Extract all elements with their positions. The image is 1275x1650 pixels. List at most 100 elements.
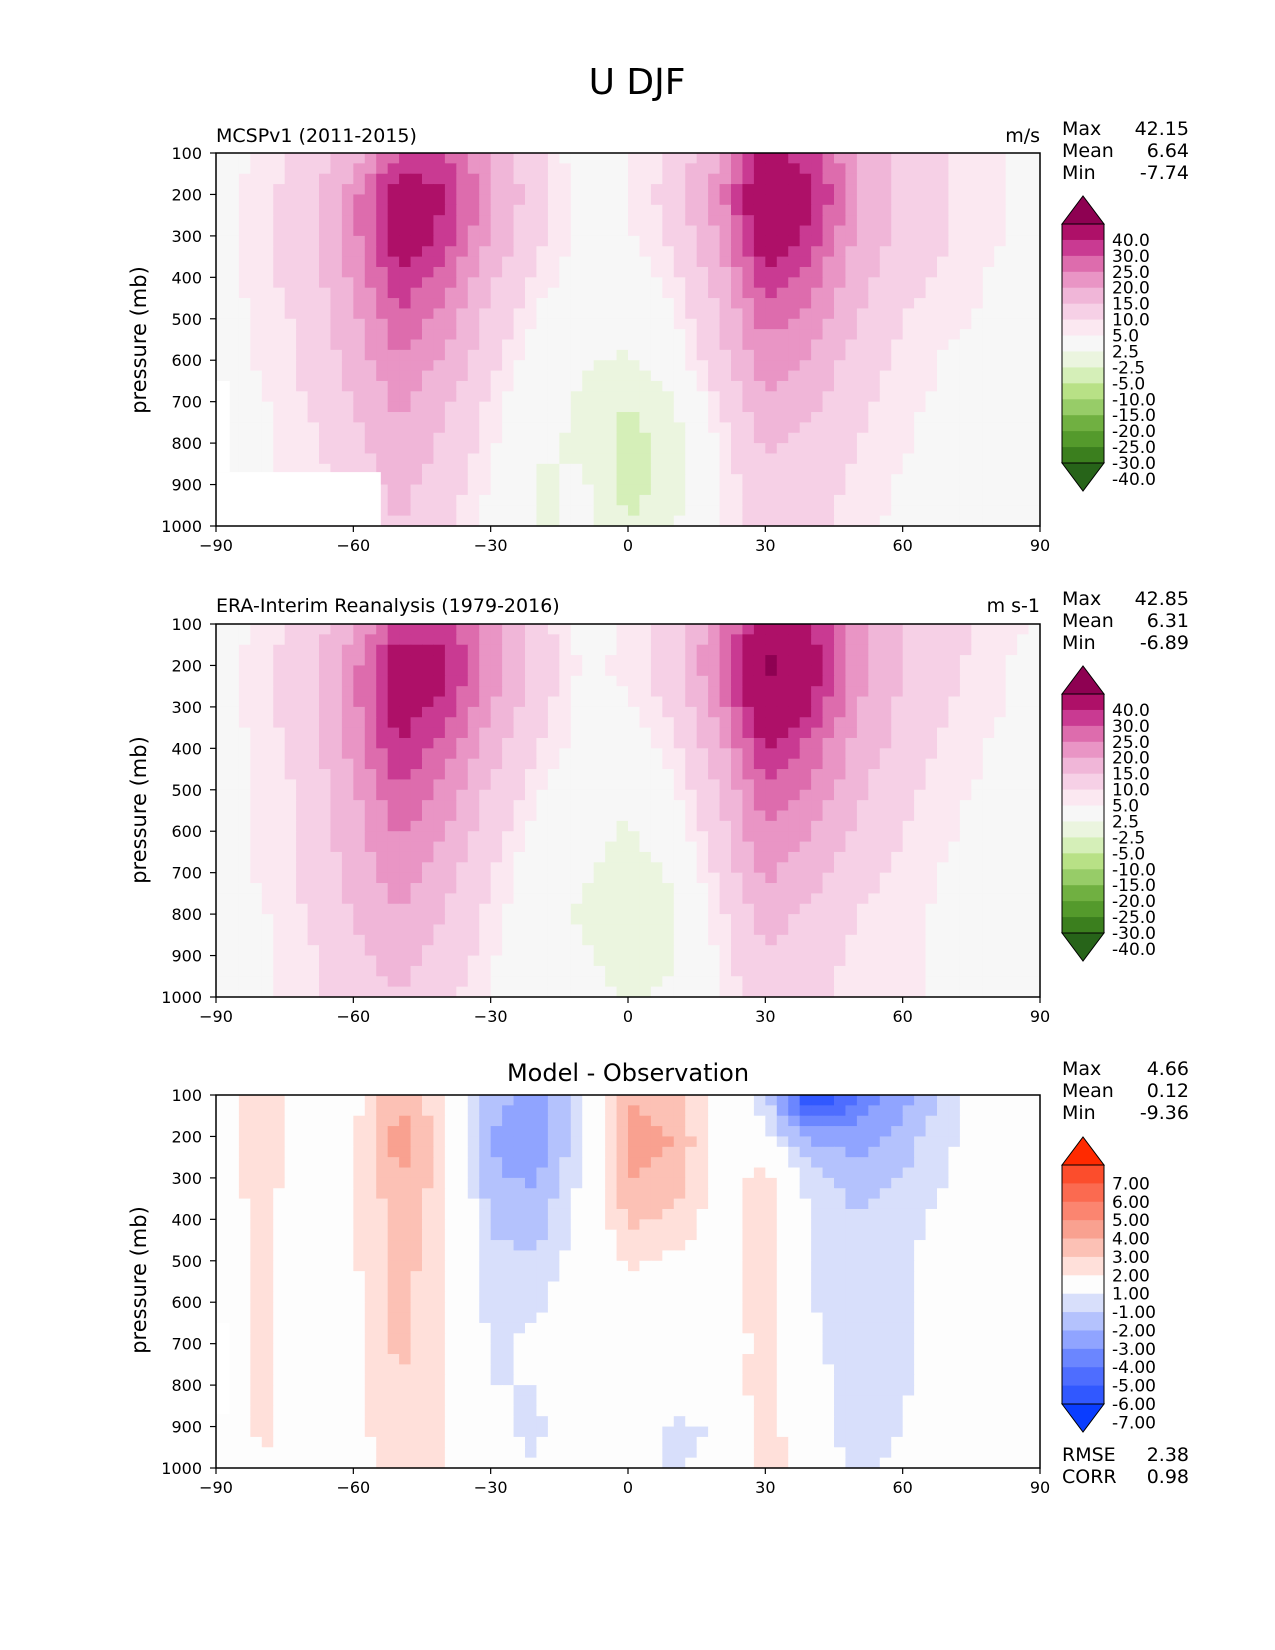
field-cell	[238, 360, 251, 372]
field-cell	[570, 474, 583, 486]
field-cell	[593, 841, 606, 853]
field-cell	[822, 432, 835, 444]
field-cell	[628, 883, 641, 894]
field-cell	[879, 696, 892, 708]
field-cell	[273, 883, 286, 894]
field-cell	[250, 204, 263, 216]
field-cell	[925, 225, 938, 237]
field-cell	[982, 748, 995, 760]
field-cell	[776, 841, 789, 853]
field-cell	[387, 204, 400, 216]
field-cell	[753, 934, 766, 946]
field-cell	[696, 298, 709, 310]
field-cell	[570, 706, 583, 718]
field-cell	[879, 515, 892, 527]
field-cell	[696, 903, 709, 915]
field-cell	[353, 696, 366, 708]
field-cell	[444, 789, 457, 801]
field-cell	[856, 758, 869, 770]
field-cell	[845, 380, 858, 392]
field-cell	[330, 893, 343, 905]
field-cell	[879, 277, 892, 289]
field-cell	[525, 737, 538, 749]
field-cell	[662, 851, 675, 863]
field-cell	[776, 277, 789, 289]
field-cell	[845, 163, 858, 175]
field-cell	[856, 494, 869, 506]
field-cell	[216, 339, 229, 351]
field-cell	[422, 380, 435, 392]
field-cell	[662, 308, 675, 320]
field-cell	[673, 727, 686, 739]
field-cell	[341, 246, 354, 258]
field-cell	[696, 329, 709, 341]
field-cell	[822, 474, 835, 486]
field-cell	[284, 235, 297, 247]
field-cell	[879, 391, 892, 403]
field-cell	[1017, 194, 1030, 206]
field-cell	[399, 945, 412, 957]
field-cell	[673, 696, 686, 708]
field-cell	[902, 474, 915, 486]
field-cell	[685, 422, 698, 434]
field-cell	[444, 748, 457, 760]
field-cell	[444, 841, 457, 853]
field-cell	[731, 173, 744, 185]
field-cell	[708, 184, 721, 196]
field-cell	[685, 758, 698, 770]
field-cell	[811, 308, 824, 320]
field-cell	[227, 769, 240, 781]
field-cell	[559, 924, 572, 936]
field-cell	[628, 748, 641, 760]
field-cell	[719, 706, 732, 718]
field-cell	[261, 758, 274, 770]
field-cell	[685, 934, 698, 946]
field-cell	[639, 391, 652, 403]
field-cell	[948, 287, 961, 299]
field-cell	[731, 422, 744, 434]
field-cell	[1028, 945, 1041, 957]
field-cell	[250, 225, 263, 237]
field-cell	[914, 308, 927, 320]
field-cell	[799, 432, 812, 444]
field-cell	[879, 655, 892, 667]
field-cell	[261, 235, 274, 247]
field-cell	[1005, 800, 1018, 812]
field-cell	[982, 851, 995, 863]
field-cell	[559, 748, 572, 760]
field-cell	[1017, 851, 1030, 863]
field-cell	[822, 463, 835, 475]
field-cell	[330, 246, 343, 258]
field-cell	[353, 841, 366, 853]
field-cell	[284, 339, 297, 351]
field-cell	[525, 349, 538, 361]
field-cell	[959, 163, 972, 175]
field-cell	[582, 779, 595, 791]
field-cell	[341, 800, 354, 812]
field-cell	[708, 505, 721, 517]
field-cell	[925, 841, 938, 853]
field-cell	[444, 329, 457, 341]
field-cell	[1028, 831, 1041, 843]
field-cell	[513, 318, 526, 330]
field-cell	[662, 934, 675, 946]
field-cell	[731, 515, 744, 527]
field-cell	[971, 494, 984, 506]
field-cell	[799, 706, 812, 718]
field-cell	[364, 308, 377, 320]
field-cell	[490, 194, 503, 206]
field-cell	[364, 246, 377, 258]
field-cell	[650, 318, 663, 330]
field-cell	[559, 443, 572, 455]
field-cell	[513, 706, 526, 718]
field-cell	[948, 717, 961, 729]
field-cell	[582, 204, 595, 216]
field-cell	[605, 706, 618, 718]
field-cell	[261, 194, 274, 206]
field-cell	[273, 737, 286, 749]
field-cell	[216, 800, 229, 812]
field-cell	[982, 644, 995, 656]
field-cell	[1005, 841, 1018, 853]
field-cell	[490, 851, 503, 863]
field-cell	[948, 872, 961, 884]
